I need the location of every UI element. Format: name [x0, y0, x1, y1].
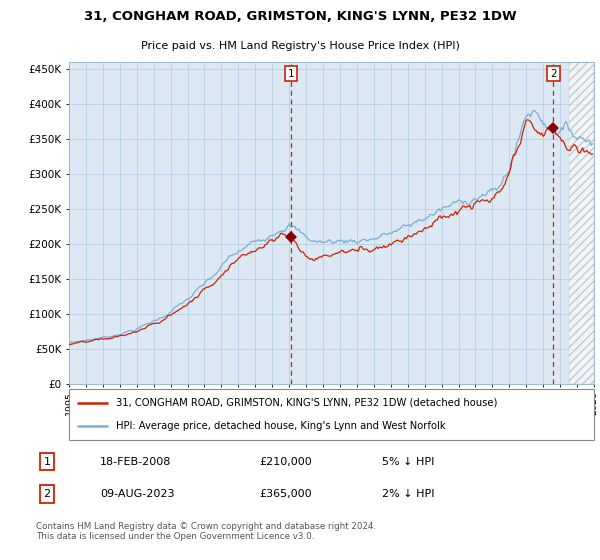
Point	[73, 423, 80, 430]
Text: 2% ↓ HPI: 2% ↓ HPI	[382, 489, 434, 499]
FancyBboxPatch shape	[69, 389, 594, 440]
Text: 09-AUG-2023: 09-AUG-2023	[100, 489, 175, 499]
Text: £365,000: £365,000	[259, 489, 312, 499]
Point	[105, 423, 112, 430]
Text: 1: 1	[44, 457, 50, 467]
Bar	[569, 62, 594, 384]
Text: £210,000: £210,000	[259, 457, 312, 467]
Text: Price paid vs. HM Land Registry's House Price Index (HPI): Price paid vs. HM Land Registry's House …	[140, 41, 460, 52]
Text: Contains HM Land Registry data © Crown copyright and database right 2024.
This d: Contains HM Land Registry data © Crown c…	[36, 522, 376, 542]
Point	[73, 399, 80, 406]
Text: 2: 2	[44, 489, 51, 499]
Text: 18-FEB-2008: 18-FEB-2008	[100, 457, 172, 467]
Text: 31, CONGHAM ROAD, GRIMSTON, KING'S LYNN, PE32 1DW (detached house): 31, CONGHAM ROAD, GRIMSTON, KING'S LYNN,…	[116, 398, 497, 408]
Text: 5% ↓ HPI: 5% ↓ HPI	[382, 457, 434, 467]
Text: 2: 2	[550, 68, 557, 78]
Text: HPI: Average price, detached house, King's Lynn and West Norfolk: HPI: Average price, detached house, King…	[116, 421, 446, 431]
Text: 1: 1	[288, 68, 295, 78]
Point	[105, 399, 112, 406]
Text: 31, CONGHAM ROAD, GRIMSTON, KING'S LYNN, PE32 1DW: 31, CONGHAM ROAD, GRIMSTON, KING'S LYNN,…	[83, 10, 517, 24]
